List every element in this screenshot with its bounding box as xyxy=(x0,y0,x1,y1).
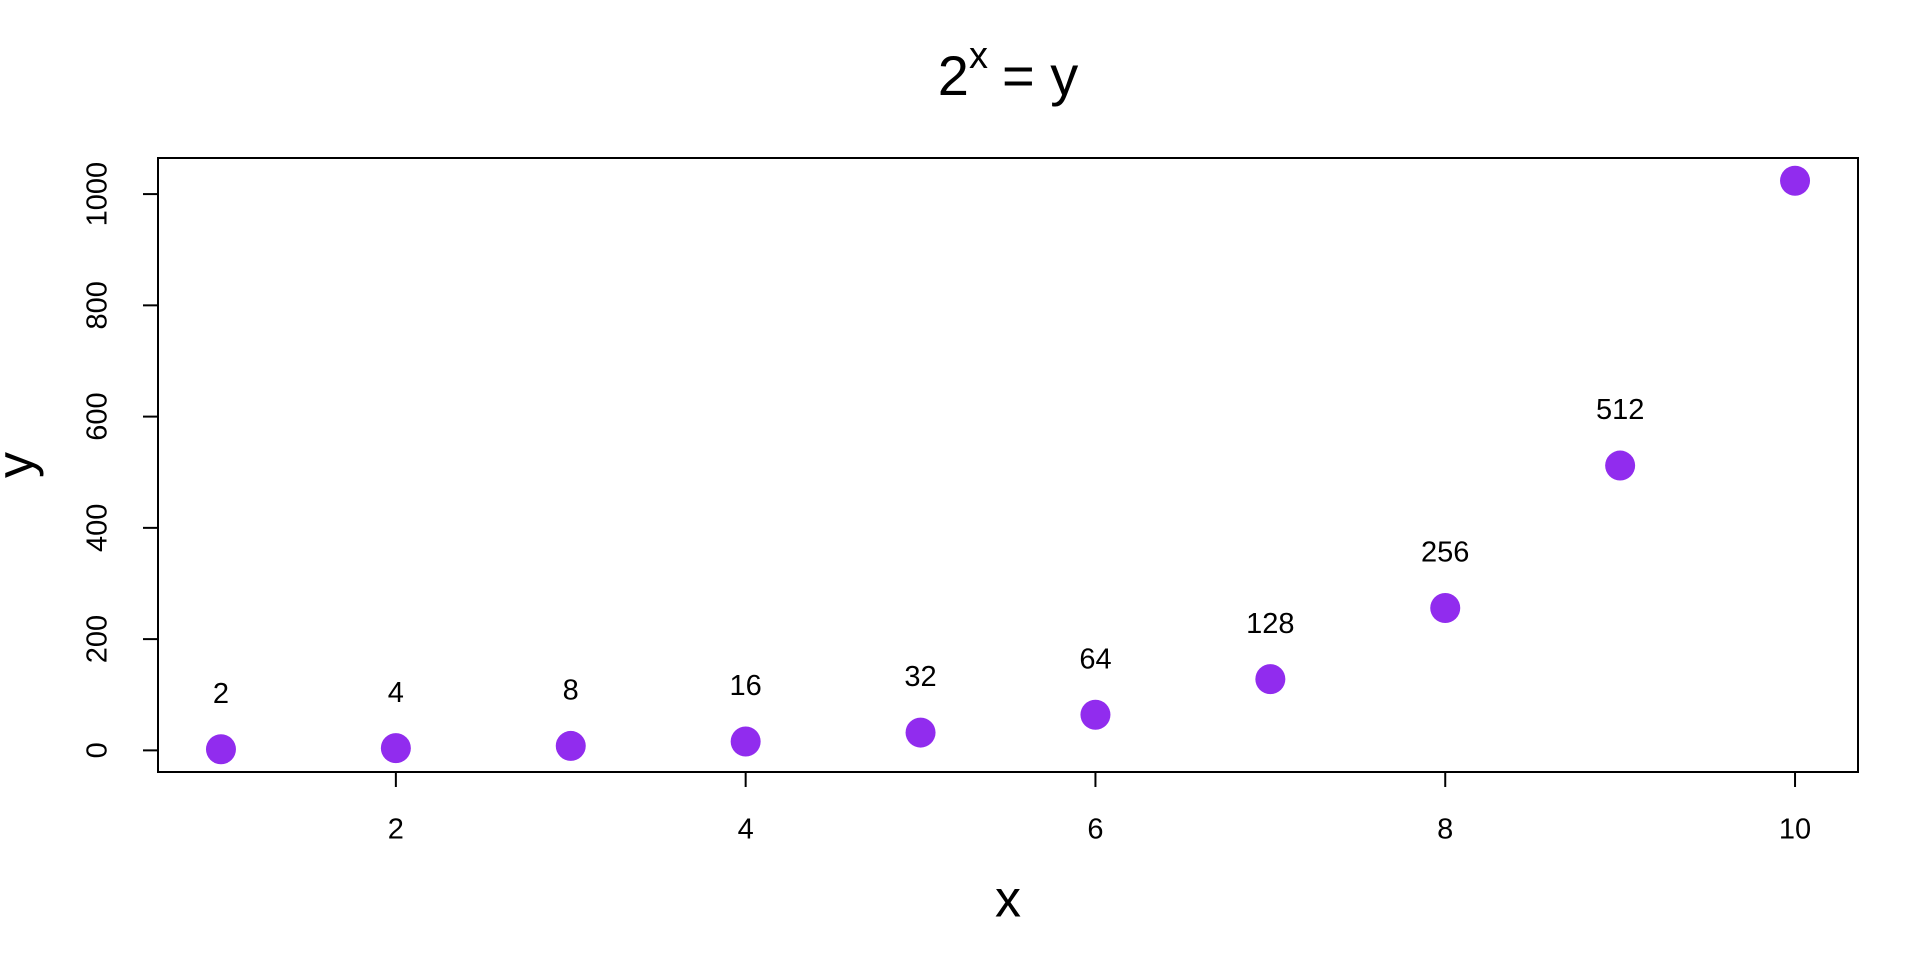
data-label: 32 xyxy=(904,661,936,693)
point xyxy=(1780,165,1811,196)
point xyxy=(205,734,236,765)
plot-frame xyxy=(157,157,1859,773)
point xyxy=(380,733,411,764)
data-label: 2 xyxy=(213,678,229,710)
point xyxy=(1255,664,1286,695)
point xyxy=(905,717,936,748)
data-label: 4 xyxy=(388,677,404,709)
y-tick-label: 1000 xyxy=(82,162,114,227)
x-tick-label: 2 xyxy=(388,814,404,846)
data-label: 128 xyxy=(1246,608,1294,640)
title-base: 2 xyxy=(938,44,969,107)
x-tick-label: 10 xyxy=(1779,814,1811,846)
data-label: 8 xyxy=(563,675,579,707)
chart-title: 2x = y xyxy=(938,35,1078,107)
title-superscript: x xyxy=(969,35,988,77)
point xyxy=(1080,699,1111,730)
data-label: 16 xyxy=(730,670,762,702)
y-tick-label: 800 xyxy=(82,281,114,329)
data-label: 512 xyxy=(1596,394,1644,426)
point xyxy=(730,726,761,757)
y-tick-label: 0 xyxy=(82,742,114,758)
x-tick-label: 8 xyxy=(1437,814,1453,846)
point xyxy=(1605,450,1636,481)
point xyxy=(555,730,586,761)
y-tick-label: 200 xyxy=(82,615,114,663)
x-tick-label: 6 xyxy=(1087,814,1103,846)
point xyxy=(1430,592,1461,623)
x-axis-title: x xyxy=(995,871,1021,929)
x-tick-label: 4 xyxy=(738,814,754,846)
title-text: = y xyxy=(1002,44,1078,107)
y-axis-title: y xyxy=(0,452,45,478)
data-label: 256 xyxy=(1421,537,1469,569)
y-tick-label: 600 xyxy=(82,392,114,440)
y-tick-label: 400 xyxy=(82,504,114,552)
data-label: 64 xyxy=(1079,643,1111,675)
